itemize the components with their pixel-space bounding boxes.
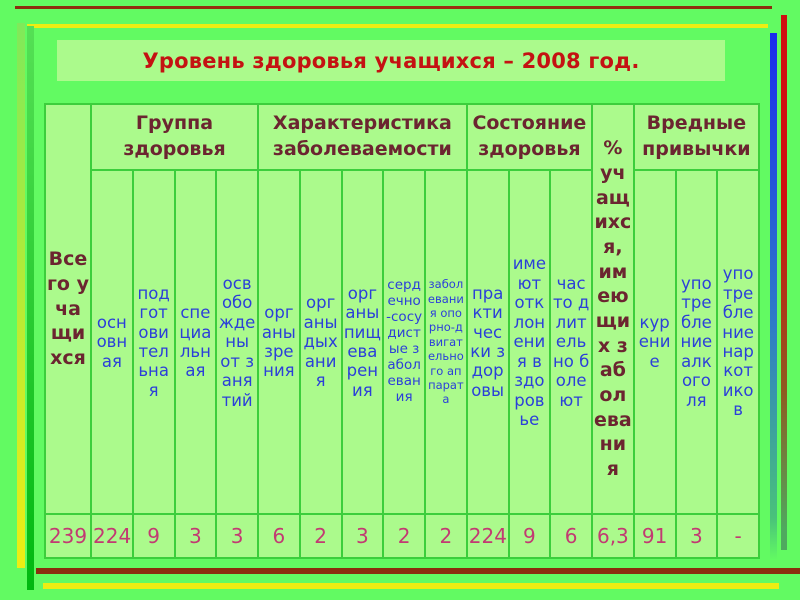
left-yellow-bar bbox=[17, 23, 25, 568]
data-cell: 2 bbox=[424, 513, 468, 559]
column-header: употребление алкоголя bbox=[674, 169, 719, 515]
percent-with-illness-value: 6,3 bbox=[591, 513, 635, 559]
column-header: часто длительно болеют bbox=[549, 169, 593, 515]
table-body: Всего учащихся Группа здоровья Характерист… bbox=[44, 103, 761, 559]
group-header: Группа здоровья bbox=[90, 103, 259, 171]
column-header: сердечно-сосудистые заболевания bbox=[382, 169, 426, 515]
data-cell: 2 bbox=[298, 513, 343, 559]
column-header: органы пищеварения bbox=[340, 169, 385, 515]
total-students-header: Всего учащихся bbox=[44, 103, 92, 515]
left-green-bar bbox=[27, 26, 34, 590]
column-header: органы дыхания bbox=[298, 169, 343, 515]
right-red-bar bbox=[781, 15, 787, 550]
top-yellow-line bbox=[27, 24, 768, 28]
column-header: освобождены от занятий bbox=[215, 169, 259, 515]
data-cell: 224 bbox=[90, 513, 134, 559]
column-header: курение bbox=[632, 169, 677, 515]
column-header: специальная bbox=[173, 169, 218, 515]
percent-with-illness-header: % учащихся, имеющих заболевания bbox=[591, 103, 635, 515]
bottom-maroon-bar bbox=[36, 568, 800, 574]
top-maroon-line bbox=[15, 6, 772, 9]
data-cell: 6 bbox=[257, 513, 301, 559]
data-cell: 9 bbox=[131, 513, 176, 559]
data-cell: 3 bbox=[340, 513, 385, 559]
data-cell: 2 bbox=[382, 513, 426, 559]
bottom-yellow-bar bbox=[43, 583, 779, 589]
group-header: Вредные привычки bbox=[632, 103, 761, 171]
data-cell: 9 bbox=[507, 513, 552, 559]
data-cell: 3 bbox=[674, 513, 719, 559]
column-header: подготовительная bbox=[131, 169, 176, 515]
column-header: органы зрения bbox=[257, 169, 301, 515]
column-header: имеют отклонения в здоровье bbox=[507, 169, 552, 515]
data-cell: 6 bbox=[549, 513, 593, 559]
column-header: заболевания опорно-двигательного аппарат… bbox=[424, 169, 468, 515]
data-cell: 91 bbox=[632, 513, 677, 559]
group-header: Состояние здоровья bbox=[465, 103, 594, 171]
page-title: Уровень здоровья учащихся – 2008 год. bbox=[142, 48, 640, 73]
group-header: Характеристика заболеваемости bbox=[257, 103, 468, 171]
data-cell: 3 bbox=[215, 513, 259, 559]
right-blue-bar bbox=[770, 33, 777, 560]
health-table: Всего учащихся Группа здоровья Характерист… bbox=[44, 103, 761, 559]
data-cell: 3 bbox=[173, 513, 218, 559]
column-header: основная bbox=[90, 169, 134, 515]
data-cell: - bbox=[716, 513, 760, 559]
total-students-value: 239 bbox=[44, 513, 92, 559]
column-header: практически здоровы bbox=[465, 169, 510, 515]
data-cell: 224 bbox=[465, 513, 510, 559]
title-box: Уровень здоровья учащихся – 2008 год. bbox=[57, 40, 725, 81]
column-header: употребление наркотиков bbox=[716, 169, 760, 515]
